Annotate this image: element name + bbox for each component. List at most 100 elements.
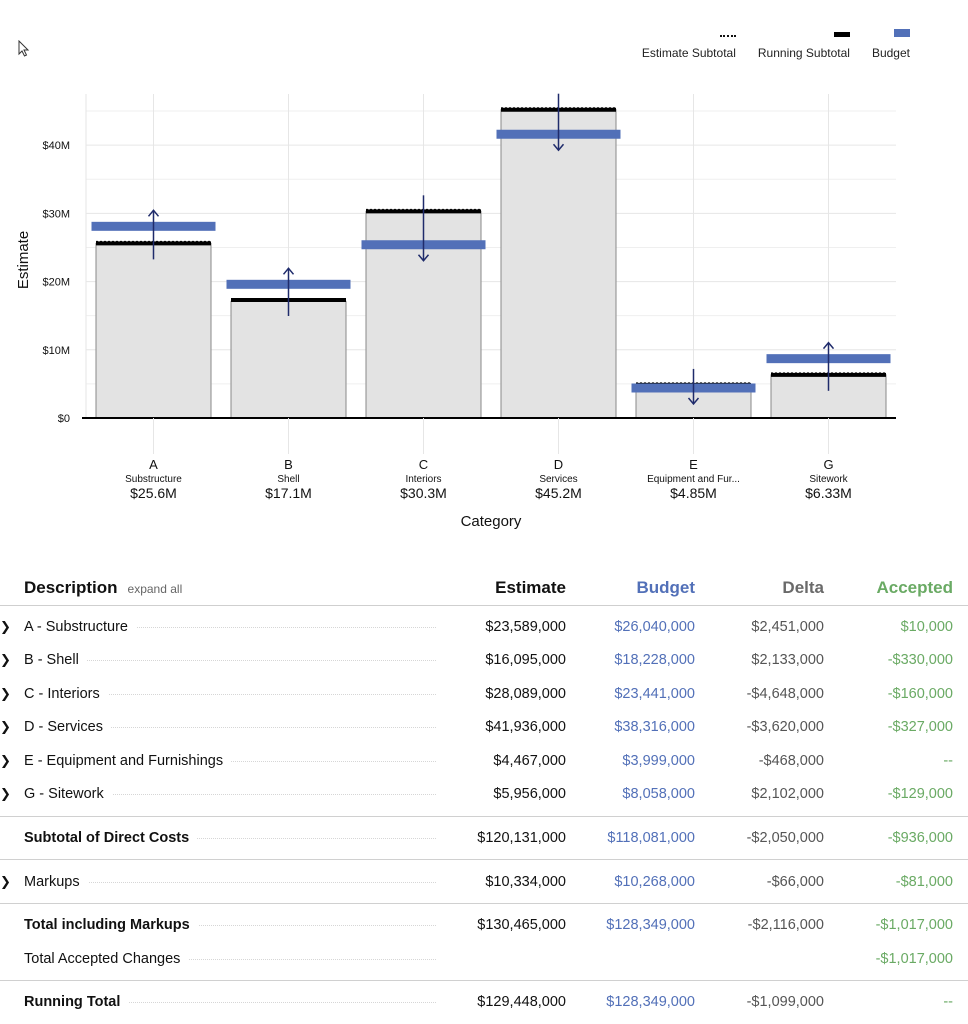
table-row[interactable]: ❯ D - Services $41,936,000 $38,316,000 -$…: [0, 711, 968, 745]
estimate-cell: $41,936,000: [485, 719, 566, 736]
estimate-bar: [230, 300, 347, 419]
budget-cell: $3,999,000: [622, 752, 695, 769]
x-tick-letter: D: [554, 457, 563, 472]
accepted-cell[interactable]: $10,000: [900, 618, 953, 635]
x-axis-title: Category: [461, 513, 522, 530]
budget-cell: $128,349,000: [606, 994, 695, 1010]
estimate-bar: [500, 109, 617, 419]
x-tick-total: $25.6M: [130, 485, 177, 501]
budget-header[interactable]: Budget: [636, 577, 695, 597]
estimate-header[interactable]: Estimate: [495, 577, 566, 597]
running-total-row: Running Total $129,448,000 $128,349,000 …: [0, 981, 968, 1023]
budget-swatch-icon: [894, 29, 910, 37]
delta-cell: $2,133,000: [751, 652, 824, 669]
budget-cell: $10,268,000: [614, 873, 695, 890]
arrowhead-icon: [552, 143, 565, 152]
accepted-cell[interactable]: -$129,000: [887, 786, 953, 803]
accepted-cell[interactable]: -$81,000: [895, 873, 953, 890]
table-row[interactable]: ❯ E - Equipment and Furnishings $4,467,00…: [0, 744, 968, 778]
row-description: B - Shell: [24, 652, 87, 669]
total-including-markups-row: Total including Markups $130,465,000 $12…: [0, 904, 968, 946]
row-description: D - Services: [24, 719, 111, 736]
x-tick-name: Sitework: [809, 474, 848, 485]
row-description: Markups: [24, 873, 88, 890]
accepted-cell[interactable]: -$160,000: [887, 685, 953, 702]
row-description: Total Accepted Changes: [24, 951, 189, 967]
x-tick-name: Equipment and Fur...: [647, 474, 740, 485]
chevron-right-icon[interactable]: ❯: [0, 752, 11, 768]
x-tick-name: Interiors: [405, 474, 441, 485]
budget-cell: $23,441,000: [614, 685, 695, 702]
x-tick-name: Substructure: [125, 474, 182, 485]
budget-cell: $26,040,000: [614, 618, 695, 635]
table-row[interactable]: ❯ G - Sitework $5,956,000 $8,058,000 $2,1…: [0, 778, 968, 812]
delta-cell: -$3,620,000: [746, 719, 824, 736]
y-tick-label: $10M: [42, 345, 70, 357]
arrowhead-icon: [147, 209, 160, 217]
delta-cell: -$1,099,000: [746, 994, 824, 1010]
delta-cell: $2,102,000: [751, 786, 824, 803]
table-row[interactable]: ❯ B - Shell $16,095,000 $18,228,000 $2,13…: [0, 644, 968, 678]
budget-cell: $8,058,000: [622, 786, 695, 803]
budget-cell: $38,316,000: [614, 719, 695, 736]
row-description: Running Total: [24, 994, 129, 1010]
chevron-right-icon[interactable]: ❯: [0, 652, 11, 668]
row-description: Total including Markups: [24, 917, 198, 933]
delta-cell: -$468,000: [758, 752, 824, 769]
arrowhead-icon: [282, 267, 295, 275]
delta-cell: $2,451,000: [751, 618, 824, 635]
estimate-cell: $10,334,000: [485, 873, 566, 890]
x-tick-letter: E: [689, 457, 698, 472]
table-header: Description expand all Estimate Budget D…: [0, 570, 968, 606]
solid-line-icon: [833, 32, 850, 37]
x-tick-letter: G: [823, 457, 833, 472]
estimate-table: Description expand all Estimate Budget D…: [0, 570, 968, 1023]
markups-row[interactable]: ❯ Markups $10,334,000 $10,268,000 -$66,00…: [0, 860, 968, 903]
chevron-right-icon[interactable]: ❯: [0, 719, 11, 735]
arrowhead-icon: [687, 397, 700, 406]
accepted-cell[interactable]: -$330,000: [887, 652, 953, 669]
delta-cell: -$2,050,000: [746, 830, 824, 846]
x-tick-total: $30.3M: [400, 485, 447, 501]
x-tick-name: Services: [539, 474, 577, 485]
chevron-right-icon[interactable]: ❯: [0, 685, 11, 701]
estimate-cell: $4,467,000: [493, 752, 566, 769]
delta-cell: -$4,648,000: [746, 685, 824, 702]
mouse-cursor-icon: [18, 40, 30, 57]
x-tick-total: $45.2M: [535, 485, 582, 501]
x-tick-letter: A: [149, 457, 158, 472]
accepted-cell: -$1,017,000: [875, 951, 953, 967]
budget-cell: $118,081,000: [607, 830, 695, 846]
legend-item-estimate-subtotal[interactable]: Estimate Subtotal: [642, 35, 736, 60]
row-description: C - Interiors: [24, 685, 108, 702]
y-tick-label: $30M: [42, 208, 70, 220]
estimate-cell: $28,089,000: [485, 685, 566, 702]
estimate-bar: [95, 242, 212, 419]
y-axis-title: Estimate: [15, 231, 32, 289]
accepted-cell: -$1,017,000: [875, 917, 953, 933]
legend-item-budget[interactable]: Budget: [872, 29, 910, 60]
arrowhead-icon: [822, 341, 835, 350]
x-tick-total: $4.85M: [670, 485, 717, 501]
table-row[interactable]: ❯ A - Substructure $23,589,000 $26,040,00…: [0, 610, 968, 644]
accepted-cell: -$936,000: [887, 830, 953, 846]
subtotal-row: Subtotal of Direct Costs $120,131,000 $1…: [0, 817, 968, 859]
estimate-cell: $23,589,000: [485, 618, 566, 635]
estimate-cell: $120,131,000: [477, 830, 566, 846]
accepted-header[interactable]: Accepted: [876, 577, 953, 597]
row-description: G - Sitework: [24, 786, 112, 803]
chevron-right-icon[interactable]: ❯: [0, 618, 11, 634]
legend-item-running-subtotal[interactable]: Running Subtotal: [758, 32, 850, 60]
y-tick-label: $0: [58, 413, 70, 425]
accepted-cell[interactable]: -$327,000: [887, 719, 953, 736]
chevron-right-icon[interactable]: ❯: [0, 873, 11, 889]
description-header: Description expand all: [0, 578, 440, 598]
chevron-right-icon[interactable]: ❯: [0, 786, 11, 802]
expand-all-link[interactable]: expand all: [127, 581, 183, 596]
accepted-cell[interactable]: --: [943, 752, 953, 769]
table-row[interactable]: ❯ C - Interiors $28,089,000 $23,441,000 -…: [0, 677, 968, 711]
x-tick-letter: C: [419, 457, 428, 472]
delta-header[interactable]: Delta: [782, 577, 824, 597]
row-description: E - Equipment and Furnishings: [24, 752, 232, 769]
y-tick-label: $20M: [42, 277, 70, 289]
